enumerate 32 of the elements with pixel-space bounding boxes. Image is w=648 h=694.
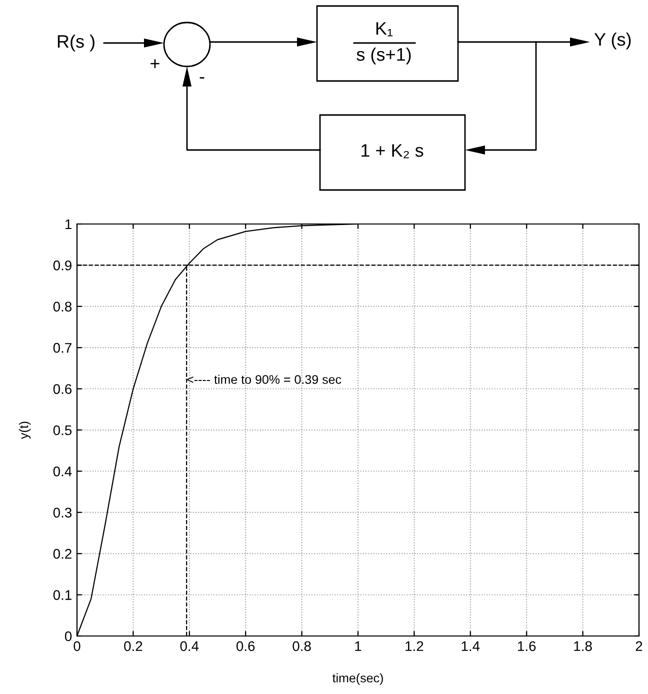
x-tick-label: 1.8 — [574, 641, 592, 652]
x-axis-title: time(sec) — [332, 673, 383, 685]
x-tick-label: 1.2 — [406, 641, 424, 651]
annotation: <---- time to 90% = 0.39 sec — [187, 374, 342, 384]
text: + — [150, 59, 160, 68]
text: s (s+1) — [356, 48, 411, 64]
text: - — [200, 77, 204, 79]
x-tick-label: 0 — [74, 641, 80, 652]
text: R(s ) — [58, 34, 94, 52]
y-tick-label: 0.4 — [53, 466, 72, 476]
y-tick-label: 0.3 — [53, 508, 72, 518]
y-tick-label: 0.2 — [53, 548, 72, 559]
y-tick-label: 1 — [65, 219, 72, 230]
x-tick-label: 0.2 — [124, 641, 142, 652]
y-tick-label: 0.7 — [53, 342, 72, 353]
x-tick-label: 1.4 — [462, 641, 480, 651]
x-tick-label: 1 — [355, 641, 362, 651]
x-tick-label: 2 — [636, 641, 642, 651]
text: Y (s) — [594, 32, 631, 50]
y-tick-label: 0 — [64, 631, 72, 642]
y-tick-label: 0.1 — [53, 590, 72, 600]
x-tick-label: 0.8 — [292, 641, 311, 652]
text: 1 + K₂ s — [362, 144, 424, 158]
x-tick-label: 0.6 — [236, 641, 255, 652]
y-tick-label: 0.9 — [53, 260, 72, 270]
y-tick-label: 0.8 — [53, 302, 72, 312]
text: K₁ — [376, 22, 393, 36]
x-tick-label: 1.6 — [518, 641, 536, 652]
y-tick-label: 0.6 — [53, 384, 72, 394]
y-tick-label: 0.5 — [53, 425, 72, 436]
x-tick-label: 0.4 — [180, 641, 199, 652]
y-axis-title: y(t) — [18, 422, 31, 439]
